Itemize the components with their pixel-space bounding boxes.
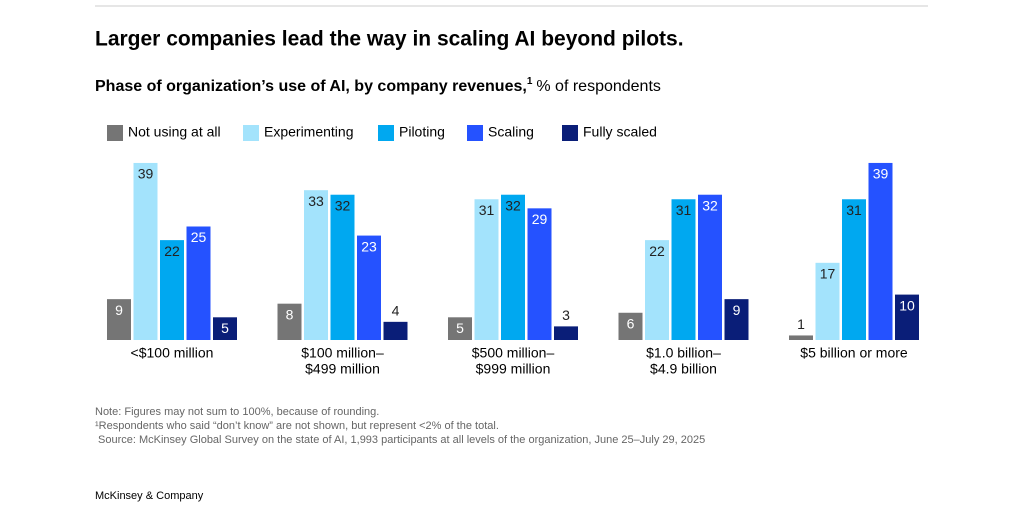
value-label: 9 (733, 302, 741, 318)
value-label: 39 (873, 166, 889, 182)
value-label: 25 (191, 229, 207, 245)
x-tick-label: <$100 million (131, 345, 214, 361)
bar (133, 162, 158, 340)
bar (842, 199, 866, 340)
bar (383, 321, 408, 340)
value-label: 5 (221, 320, 229, 336)
unit: % of respondents (536, 78, 661, 95)
bar (895, 294, 919, 340)
bar (186, 226, 211, 340)
value-label: 31 (846, 202, 862, 218)
legend-swatch (243, 125, 259, 141)
x-tick-label: $100 million– (301, 345, 384, 361)
x-tick-label: $999 million (476, 361, 551, 377)
legend-label: Scaling (488, 124, 534, 140)
bar (527, 208, 552, 340)
value-label: 10 (899, 297, 915, 313)
bar (645, 240, 669, 340)
value-label: 31 (676, 202, 692, 218)
value-label: 23 (361, 238, 377, 254)
bar (815, 262, 840, 340)
legend-swatch (107, 125, 123, 141)
bar (671, 199, 696, 340)
value-label: 1 (797, 316, 805, 332)
value-label: 4 (392, 303, 400, 319)
legend-swatch (562, 125, 578, 141)
subtitle: Phase of organization’s use of AI, by co… (95, 76, 661, 96)
bar (501, 194, 525, 340)
legend-label: Experimenting (264, 124, 354, 140)
value-label: 33 (308, 193, 324, 209)
bar (474, 199, 499, 340)
bar (304, 190, 328, 340)
value-label: 32 (505, 197, 521, 213)
legend-label: Fully scaled (583, 124, 657, 140)
value-label: 29 (532, 211, 548, 227)
x-tick-label: $5 billion or more (800, 345, 908, 361)
brand: McKinsey & Company (95, 490, 204, 502)
legend-swatch (467, 125, 483, 141)
value-label: 3 (562, 307, 570, 323)
note: Note: Figures may not sum to 100%, becau… (95, 406, 379, 418)
bar (698, 194, 722, 340)
value-label: 31 (479, 202, 495, 218)
chart-title: Larger companies lead the way in scaling… (95, 28, 684, 51)
value-label: 22 (649, 243, 665, 259)
legend-label: Not using at all (128, 124, 221, 140)
value-label: 32 (702, 197, 718, 213)
bar (448, 317, 472, 340)
bar (868, 162, 893, 340)
bar (107, 299, 131, 340)
value-label: 32 (335, 197, 351, 213)
note: ¹Respondents who said “don’t know” are n… (95, 420, 499, 432)
bar (213, 317, 237, 340)
value-label: 8 (286, 306, 294, 322)
x-tick-label: $4.9 billion (650, 361, 717, 377)
value-label: 39 (138, 166, 154, 182)
bar (330, 194, 355, 340)
bar (554, 326, 578, 340)
value-label: 5 (456, 320, 464, 336)
value-label: 6 (627, 315, 635, 331)
value-label: 22 (164, 243, 180, 259)
value-label: 17 (820, 266, 836, 282)
bar (724, 299, 749, 340)
subtitle-text: Phase of organization’s use of AI, by co… (95, 78, 527, 95)
bar (357, 235, 381, 340)
bar (277, 303, 302, 340)
bar (789, 335, 813, 340)
x-tick-label: $499 million (305, 361, 380, 377)
footnote-mark: 1 (527, 76, 533, 87)
legend-swatch (378, 125, 394, 141)
legend-label: Piloting (399, 124, 445, 140)
value-label: 9 (115, 302, 123, 318)
x-tick-label: $500 million– (472, 345, 555, 361)
bar (618, 312, 643, 340)
note: Source: McKinsey Global Survey on the st… (98, 434, 705, 446)
x-tick-label: $1.0 billion– (646, 345, 721, 361)
bar (160, 240, 184, 340)
